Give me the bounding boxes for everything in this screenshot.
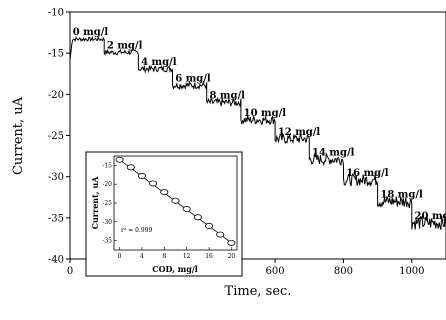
step-label: 0 mg/l xyxy=(73,27,109,38)
y-tick-label: -40 xyxy=(48,255,64,266)
inset-axes-tick-labels: 0 4 8 12 16 20 -35 -30 -25 -20 -15 xyxy=(102,162,235,260)
inset-data-point xyxy=(149,180,158,187)
y-tick-label: -30 xyxy=(48,172,64,183)
inset-x-tick-label: 12 xyxy=(183,253,191,260)
inset-data-point xyxy=(137,172,146,179)
step-label: 16 mg/l xyxy=(346,168,389,179)
inset-r2-annotation: r² = 0.999 xyxy=(121,227,152,234)
y-tick-label: -20 xyxy=(48,90,64,101)
inset-y-tick-label: -20 xyxy=(102,181,112,188)
x-tick-label: 800 xyxy=(334,266,353,277)
inset-axes-ticks xyxy=(114,165,232,250)
inset-y-tick-label: -25 xyxy=(102,200,112,207)
inset-x-tick-label: 0 xyxy=(118,253,122,260)
step-label: 8 mg/l xyxy=(209,91,245,102)
inset-data-point xyxy=(205,222,214,229)
x-axis-title: Time, sec. xyxy=(225,284,292,299)
main-axes-ticks xyxy=(66,11,413,263)
concentration-step-labels: 0 mg/l 2 mg/l 4 mg/l 6 mg/l 8 mg/l 10 mg/l 12 … xyxy=(73,27,446,222)
inset-data-point xyxy=(193,214,202,221)
inset-x-tick-label: 4 xyxy=(140,253,144,260)
inset-y-tick-label: -30 xyxy=(102,219,112,226)
y-tick-label: -35 xyxy=(48,213,64,224)
inset-data-point xyxy=(160,189,169,196)
step-label: 4 mg/l xyxy=(141,57,177,68)
inset-data-point xyxy=(171,197,180,204)
inset-data-point xyxy=(216,231,225,238)
step-label: 18 mg/l xyxy=(380,189,423,200)
step-label: 6 mg/l xyxy=(175,73,211,84)
y-tick-label: -10 xyxy=(48,8,64,19)
inset-y-tick-label: -35 xyxy=(102,238,112,245)
step-label: 2 mg/l xyxy=(107,40,143,51)
inset-data-points xyxy=(115,156,236,246)
inset-x-axis-title: COD, mg/l xyxy=(152,264,198,274)
y-tick-label: -15 xyxy=(48,49,64,60)
inset-data-point xyxy=(182,206,191,213)
inset-y-tick-label: -15 xyxy=(102,162,112,169)
x-tick-label: 1000 xyxy=(399,266,424,277)
inset-x-tick-label: 16 xyxy=(205,253,213,260)
y-axis-title: Current, uA xyxy=(11,96,26,175)
inset-data-point xyxy=(227,239,236,246)
step-label: 14 mg/l xyxy=(312,147,355,158)
x-tick-label: 0 xyxy=(67,266,73,277)
x-tick-label: 600 xyxy=(266,266,285,277)
inset-x-tick-label: 20 xyxy=(228,253,236,260)
inset-x-tick-label: 8 xyxy=(162,253,166,260)
y-tick-label: -25 xyxy=(48,131,64,142)
step-label: 12 mg/l xyxy=(278,127,321,138)
inset-y-axis-title: Current, uA xyxy=(90,176,100,230)
inset-data-point xyxy=(115,156,124,163)
step-label: 10 mg/l xyxy=(244,108,287,119)
inset-data-point xyxy=(126,164,135,171)
inset-panel xyxy=(85,151,243,277)
current-trace-line xyxy=(69,35,446,230)
step-label: 20 mg/l xyxy=(415,211,446,222)
